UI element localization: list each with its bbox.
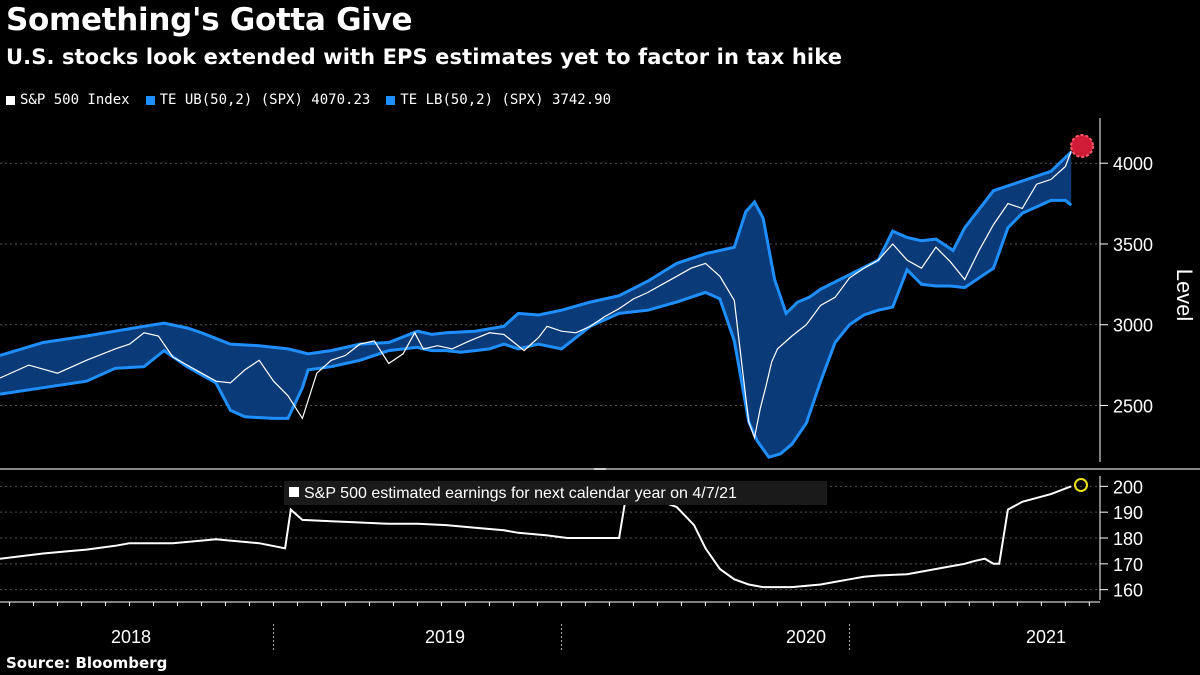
legend-item-upper-band: TE UB(50,2) (SPX) 4070.23 — [145, 92, 371, 108]
source-note: Source: Bloomberg — [6, 654, 168, 672]
y-tick-label-4000: 4000 — [1113, 154, 1153, 174]
y-tick-label-eps-170: 170 — [1113, 555, 1143, 575]
eps-legend-swatch — [289, 487, 299, 497]
x-axis — [0, 601, 1100, 650]
chart-subtitle: U.S. stocks look extended with EPS estim… — [6, 45, 843, 69]
band-fill — [0, 151, 1072, 458]
legend-label-upper-band: TE UB(50,2) (SPX) 4070.23 — [159, 92, 371, 108]
x-tick-label-2018: 2018 — [111, 627, 151, 647]
eps-legend-label: S&P 500 estimated earnings for next cale… — [304, 485, 737, 502]
chart-title: Something's Gotta Give — [6, 2, 413, 38]
legend-item-sp500: S&P 500 Index — [6, 92, 130, 108]
x-tick-label-2019: 2019 — [425, 627, 465, 647]
legend-item-lower-band: TE LB(50,2) (SPX) 3742.90 — [386, 92, 611, 108]
y-axis-label: Level — [1172, 269, 1197, 322]
legend-swatch-upper-band — [145, 95, 155, 105]
y-tick-label-3000: 3000 — [1113, 316, 1153, 336]
legend-swatch-sp500 — [6, 95, 15, 105]
y-tick-label-3500: 3500 — [1113, 235, 1153, 255]
x-tick-label-2021: 2021 — [1026, 627, 1066, 647]
y-tick-label-eps-190: 190 — [1113, 503, 1143, 523]
eps-legend-box — [284, 481, 827, 505]
legend-label-lower-band: TE LB(50,2) (SPX) 3742.90 — [400, 92, 612, 108]
x-tick-label-2020: 2020 — [786, 627, 826, 647]
legend: S&P 500 Index TE UB(50,2) (SPX) 4070.23 … — [6, 92, 611, 108]
lower-y-axis-ticks: 160 170 180 190 200 — [1099, 476, 1143, 601]
y-tick-label-eps-180: 180 — [1113, 529, 1143, 549]
highlight-circle-yellow — [1074, 478, 1088, 492]
legend-label-sp500: S&P 500 Index — [20, 92, 130, 108]
lower-band-line — [0, 198, 1073, 459]
legend-swatch-lower-band — [386, 95, 396, 105]
upper-y-axis-ticks: 2500 3000 3500 4000 — [1099, 118, 1153, 462]
y-tick-label-eps-160: 160 — [1113, 581, 1143, 601]
y-tick-label-eps-200: 200 — [1113, 477, 1143, 497]
y-tick-label-2500: 2500 — [1113, 396, 1153, 416]
upper-band-line — [0, 150, 1073, 357]
highlight-circle-red — [1070, 134, 1094, 158]
sp500-price-line — [0, 150, 1072, 441]
